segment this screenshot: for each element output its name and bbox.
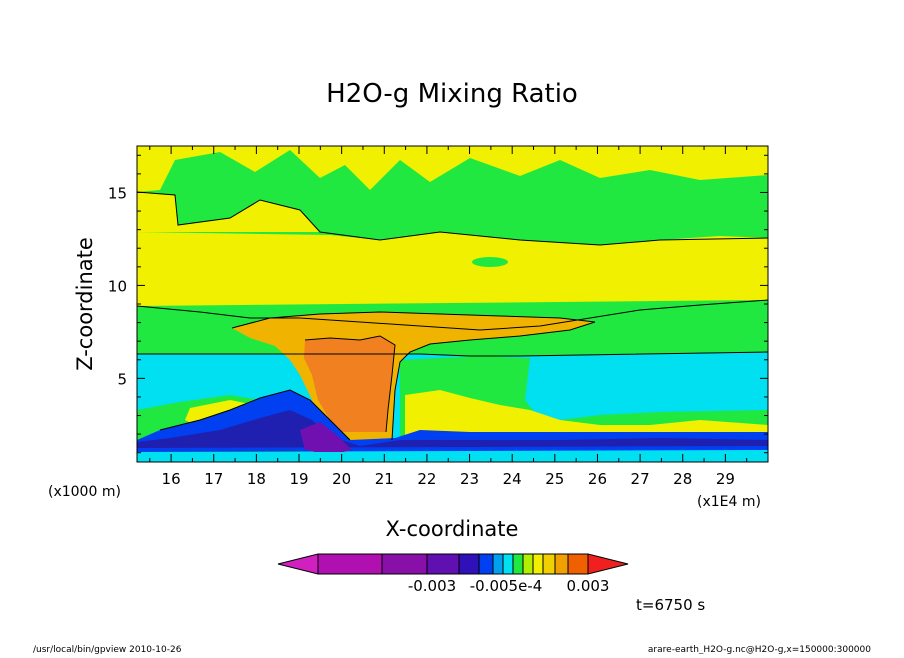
region-navy <box>137 410 768 448</box>
x-tick-label: 22 <box>417 470 436 488</box>
x-tick-label: 16 <box>162 470 181 488</box>
y-axis-label: Z-coordinate <box>73 237 97 371</box>
x-tick-label: 18 <box>247 470 266 488</box>
x-tick-label: 27 <box>631 470 650 488</box>
green-patch <box>472 257 508 267</box>
footer-left: /usr/local/bin/gpview 2010-10-26 <box>33 645 182 654</box>
colorbar-cell <box>522 553 534 575</box>
x-axis-label: X-coordinate <box>386 517 519 541</box>
contour-line <box>137 191 768 246</box>
x-tick-label: 17 <box>204 470 223 488</box>
contour-line <box>137 351 768 357</box>
x-tick-label: 19 <box>289 470 308 488</box>
contour-line <box>159 389 351 441</box>
y-tick-label: 15 <box>108 184 127 202</box>
region-surface <box>137 452 768 462</box>
y-tick-label: 10 <box>108 277 127 295</box>
colorbar <box>277 553 629 575</box>
colorbar-cell <box>512 553 524 575</box>
region-core-orange <box>304 336 395 432</box>
colorbar-cell <box>532 553 544 575</box>
colorbar-cell <box>542 553 556 575</box>
region-yellow-left-upper <box>137 192 320 232</box>
colorbar-label: -0.003 <box>408 577 456 595</box>
x-tick-label: 21 <box>375 470 394 488</box>
colorbar-cell <box>554 553 569 575</box>
x-unit-left: (x1000 m) <box>48 484 121 500</box>
x-tick-label: 29 <box>716 470 735 488</box>
region-yellow-plume <box>405 390 768 440</box>
colorbar-cell <box>426 553 460 575</box>
footer-right: arare-earth_H2O-g.nc@H2O-g,x=150000:3000… <box>648 645 871 654</box>
x-tick-label: 25 <box>545 470 564 488</box>
colorbar-cell <box>478 553 494 575</box>
colorbar-cell <box>381 553 428 575</box>
y-axis: 5 10 15 <box>108 154 768 454</box>
timestamp: t=6750 s <box>636 596 705 614</box>
x-tick-label: 26 <box>588 470 607 488</box>
colorbar-arrow-left <box>277 553 319 575</box>
contour-line <box>137 299 768 331</box>
x-tick-label: 20 <box>332 470 351 488</box>
colorbar-cell <box>502 553 514 575</box>
colorbar-label: 0.003 <box>567 577 610 595</box>
x-tick-label: 24 <box>503 470 522 488</box>
contour-field <box>137 146 768 462</box>
x-tick-label: 28 <box>673 470 692 488</box>
contour-line <box>231 311 596 441</box>
y-tick-label: 5 <box>117 370 127 388</box>
colorbar-cell <box>492 553 504 575</box>
x-unit-right: (x1E4 m) <box>697 494 761 510</box>
colorbar-cell <box>567 553 589 575</box>
contour-line <box>304 335 396 433</box>
colorbar-cell <box>458 553 480 575</box>
x-axis: 16 17 18 19 20 21 22 23 24 25 26 27 28 29 <box>149 146 748 488</box>
contour-lines <box>137 191 768 441</box>
colorbar-cell <box>317 553 383 575</box>
region-purple <box>300 422 352 455</box>
colorbar-arrow-right <box>587 553 629 575</box>
chart-title: H2O-g Mixing Ratio <box>326 79 578 109</box>
colorbar-label: -0.005e-4 <box>470 577 543 595</box>
region-upper-yellow <box>137 146 768 192</box>
x-tick-label: 23 <box>460 470 479 488</box>
